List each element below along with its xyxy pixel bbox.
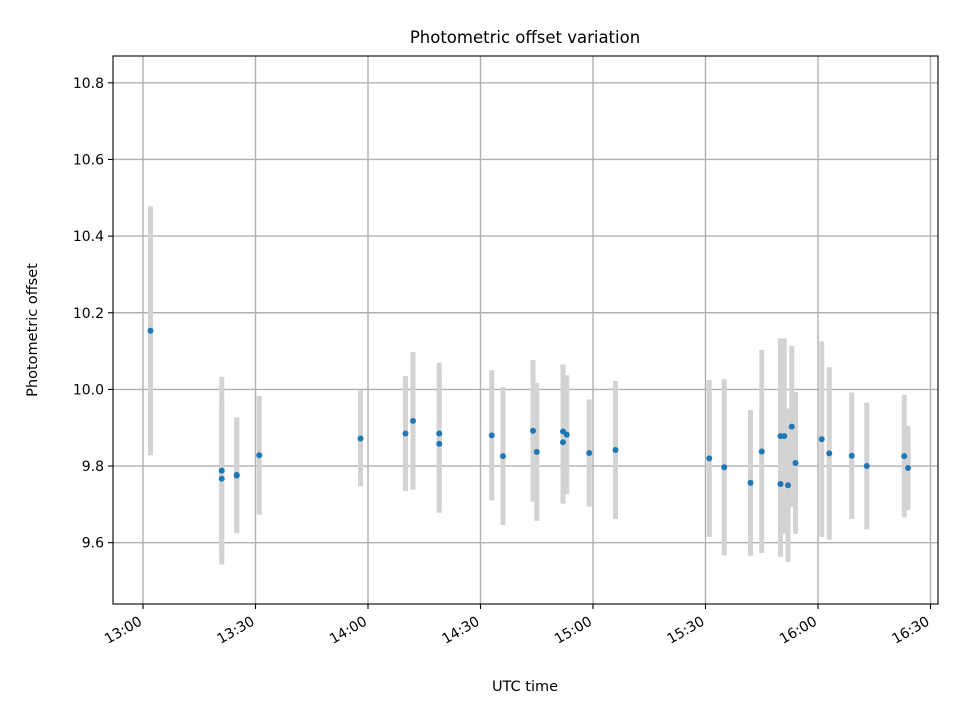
y-tick-label: 10.4 [73,229,104,245]
data-point [436,430,443,437]
data-point [818,436,825,443]
data-point [586,450,593,457]
data-point [781,433,788,440]
data-point [788,423,795,430]
chart-title: Photometric offset variation [410,28,640,47]
y-tick-label: 10.0 [73,382,104,398]
data-point [218,467,225,474]
x-tick-label: 16:00 [777,614,820,648]
x-tick-label: 15:30 [665,614,708,648]
y-tick-label: 10.8 [73,76,104,92]
x-tick-label: 14:30 [440,614,483,648]
y-tick-label: 9.8 [82,459,104,475]
data-point [500,453,506,460]
data-point [256,452,263,459]
plot-frame [112,55,939,605]
data-point [863,463,870,470]
y-tick-label: 10.6 [73,152,104,168]
data-point [785,482,791,489]
data-point [826,450,833,457]
data-point [402,430,409,437]
data-point [488,432,495,439]
error-bars [148,206,911,565]
data-point [530,427,536,434]
y-tick-label: 9.6 [82,536,104,552]
data-point [905,464,911,471]
y-axis-label: Photometric offset [25,263,41,397]
data-point [233,471,240,478]
data-points [147,327,911,489]
x-tick-label: 15:00 [552,614,595,648]
data-point [747,479,754,486]
data-point [777,481,784,488]
data-point [218,475,225,482]
data-point [533,448,540,455]
data-point [357,435,364,442]
data-point [563,431,570,438]
x-tick-label: 14:00 [327,614,370,648]
data-point [436,440,443,447]
data-point [706,455,713,462]
y-tick-label: 10.2 [73,306,104,322]
data-point [410,417,416,424]
data-point [147,327,154,334]
data-point [612,446,619,453]
x-tick-label: 13:30 [215,614,258,648]
axis-ticks: 13:00 13:30 14:00 14:30 15:00 15:30 16:00 16:30… [73,76,933,648]
data-point [901,453,908,460]
data-point [848,452,855,459]
data-point [560,439,566,446]
data-point [758,448,765,455]
grid [113,56,938,604]
x-axis-label: UTC time [492,679,558,695]
data-point [721,464,728,471]
x-tick-label: 13:00 [102,614,145,648]
data-point [792,459,799,466]
x-tick-label: 16:30 [890,614,933,648]
